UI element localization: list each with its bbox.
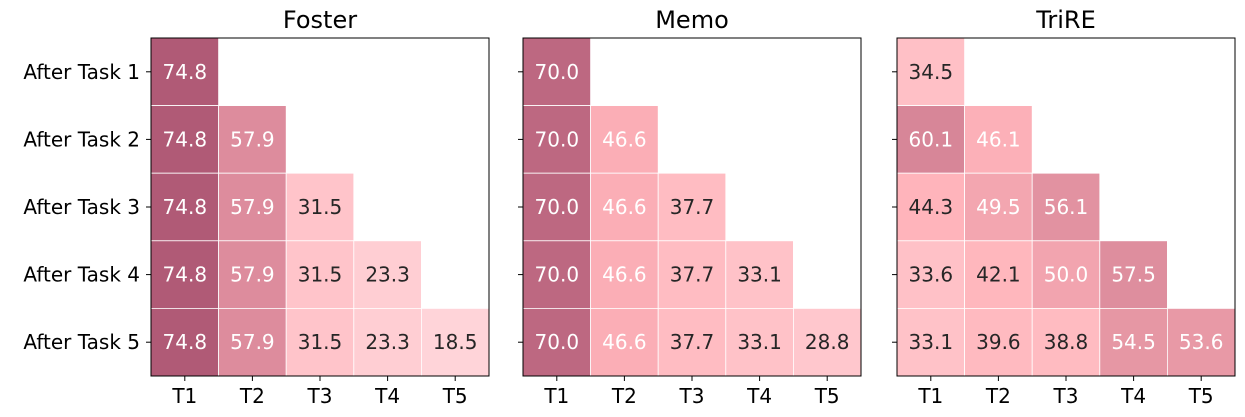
cell-value-label: 44.3	[909, 195, 954, 219]
cell-value-label: 74.8	[163, 330, 208, 354]
cell-value-label: 46.1	[976, 127, 1021, 151]
heatmap-cell	[218, 240, 287, 309]
heatmap-cell	[285, 172, 355, 242]
panel-title: Foster	[283, 6, 357, 34]
cell-value-label: 34.5	[909, 60, 954, 84]
cell-value-label: 74.8	[163, 127, 208, 151]
cell-value-label: 54.5	[1111, 330, 1156, 354]
y-tick-label: After Task 3	[23, 195, 140, 219]
cell-value-label: 49.5	[976, 195, 1021, 219]
heatmap-cell	[725, 307, 794, 377]
cell-value-label: 37.7	[670, 263, 715, 287]
cell-value-label: 46.6	[602, 195, 647, 219]
cell-value-label: 60.1	[909, 127, 954, 151]
heatmap-cell	[590, 172, 659, 242]
heatmap-cell	[522, 37, 591, 106]
cell-value-label: 33.6	[909, 263, 954, 287]
cell-value-label: 56.1	[1044, 195, 1089, 219]
heatmap-cell	[522, 105, 591, 174]
cell-value-label: 42.1	[976, 263, 1021, 287]
x-tick-label: T4	[1120, 384, 1146, 408]
x-tick-label: T5	[1188, 384, 1214, 408]
heatmap-cell	[964, 105, 1033, 174]
heatmap-cell	[590, 307, 659, 377]
cell-value-label: 74.8	[163, 263, 208, 287]
cell-value-label: 28.8	[805, 330, 850, 354]
heatmap-panel-3: TriRE 34.5 60.1 46.1 44.3 49.5 56.1 33.6 42.1 50.…	[892, 6, 1236, 408]
y-tick-label: After Task 1	[23, 60, 140, 84]
x-tick-label: T5	[814, 384, 840, 408]
heatmap-cell	[590, 105, 659, 174]
cell-value-label: 50.0	[1044, 263, 1089, 287]
cell-value-label: 57.9	[230, 263, 275, 287]
x-tick-label: T3	[679, 384, 705, 408]
heatmap-cell	[657, 172, 727, 242]
cell-value-label: 74.8	[163, 195, 208, 219]
x-tick-label: T1	[543, 384, 569, 408]
cell-value-label: 31.5	[298, 330, 343, 354]
cell-value-label: 57.9	[230, 195, 275, 219]
cell-value-label: 33.1	[909, 330, 954, 354]
cell-value-label: 23.3	[365, 263, 410, 287]
panel-title: TriRE	[1035, 6, 1096, 34]
x-tick-label: T2	[611, 384, 637, 408]
cell-value-label: 38.8	[1044, 330, 1089, 354]
heatmap-cell	[285, 307, 355, 377]
cell-value-label: 57.5	[1111, 263, 1156, 287]
heatmap-cell	[1031, 172, 1101, 242]
cell-value-label: 46.6	[602, 263, 647, 287]
cell-value-label: 37.7	[670, 195, 715, 219]
cell-value-label: 70.0	[535, 127, 580, 151]
x-tick-label: T4	[746, 384, 772, 408]
heatmap-cell	[522, 172, 591, 242]
x-tick-label: T2	[985, 384, 1011, 408]
cell-value-label: 31.5	[298, 263, 343, 287]
cell-value-label: 18.5	[433, 330, 478, 354]
x-tick-label: T4	[374, 384, 400, 408]
cell-value-label: 31.5	[298, 195, 343, 219]
y-tick-label: After Task 4	[23, 263, 140, 287]
heatmap-cell	[218, 105, 287, 174]
x-tick-label: T1	[171, 384, 197, 408]
cell-value-label: 23.3	[365, 330, 410, 354]
cell-value-label: 46.6	[602, 127, 647, 151]
heatmap-cell	[896, 105, 965, 174]
cell-value-label: 70.0	[535, 263, 580, 287]
cell-value-label: 70.0	[535, 195, 580, 219]
y-tick-label: After Task 5	[23, 330, 140, 354]
cell-value-label: 37.7	[670, 330, 715, 354]
cell-value-label: 33.1	[737, 263, 782, 287]
x-tick-label: T3	[307, 384, 333, 408]
heatmap-cell	[150, 105, 219, 174]
heatmap-panel-1: Foster 74.8 74.8 57.9 74.8 57.9 31.5 74.8 57.9 31…	[23, 6, 490, 408]
x-tick-label: T5	[442, 384, 468, 408]
cell-value-label: 70.0	[535, 330, 580, 354]
cell-value-label: 39.6	[976, 330, 1021, 354]
heatmap-cell	[522, 240, 591, 309]
cell-value-label: 74.8	[163, 60, 208, 84]
heatmap-cell	[218, 172, 287, 242]
y-tick-label: After Task 2	[23, 127, 140, 151]
cell-value-label: 70.0	[535, 60, 580, 84]
cell-value-label: 46.6	[602, 330, 647, 354]
heatmap-cell	[150, 37, 219, 106]
heatmap-cell	[590, 240, 659, 309]
x-tick-label: T1	[917, 384, 943, 408]
cell-value-label: 33.1	[737, 330, 782, 354]
heatmap-cell	[793, 307, 862, 377]
x-tick-label: T2	[239, 384, 265, 408]
cell-value-label: 53.6	[1179, 330, 1224, 354]
x-tick-label: T3	[1053, 384, 1079, 408]
heatmap-cell	[1031, 240, 1101, 309]
panel-title: Memo	[655, 6, 729, 34]
heatmap-cell	[353, 307, 422, 377]
heatmap-cell	[353, 240, 422, 309]
heatmap-cell	[150, 172, 219, 242]
heatmap-cell	[1031, 307, 1101, 377]
heatmap-cell	[218, 307, 287, 377]
cell-value-label: 57.9	[230, 330, 275, 354]
heatmap-panel-2: Memo 70.0 70.0 46.6 70.0 46.6 37.7 70.0 46.6 37.7…	[518, 6, 862, 408]
cell-value-label: 57.9	[230, 127, 275, 151]
